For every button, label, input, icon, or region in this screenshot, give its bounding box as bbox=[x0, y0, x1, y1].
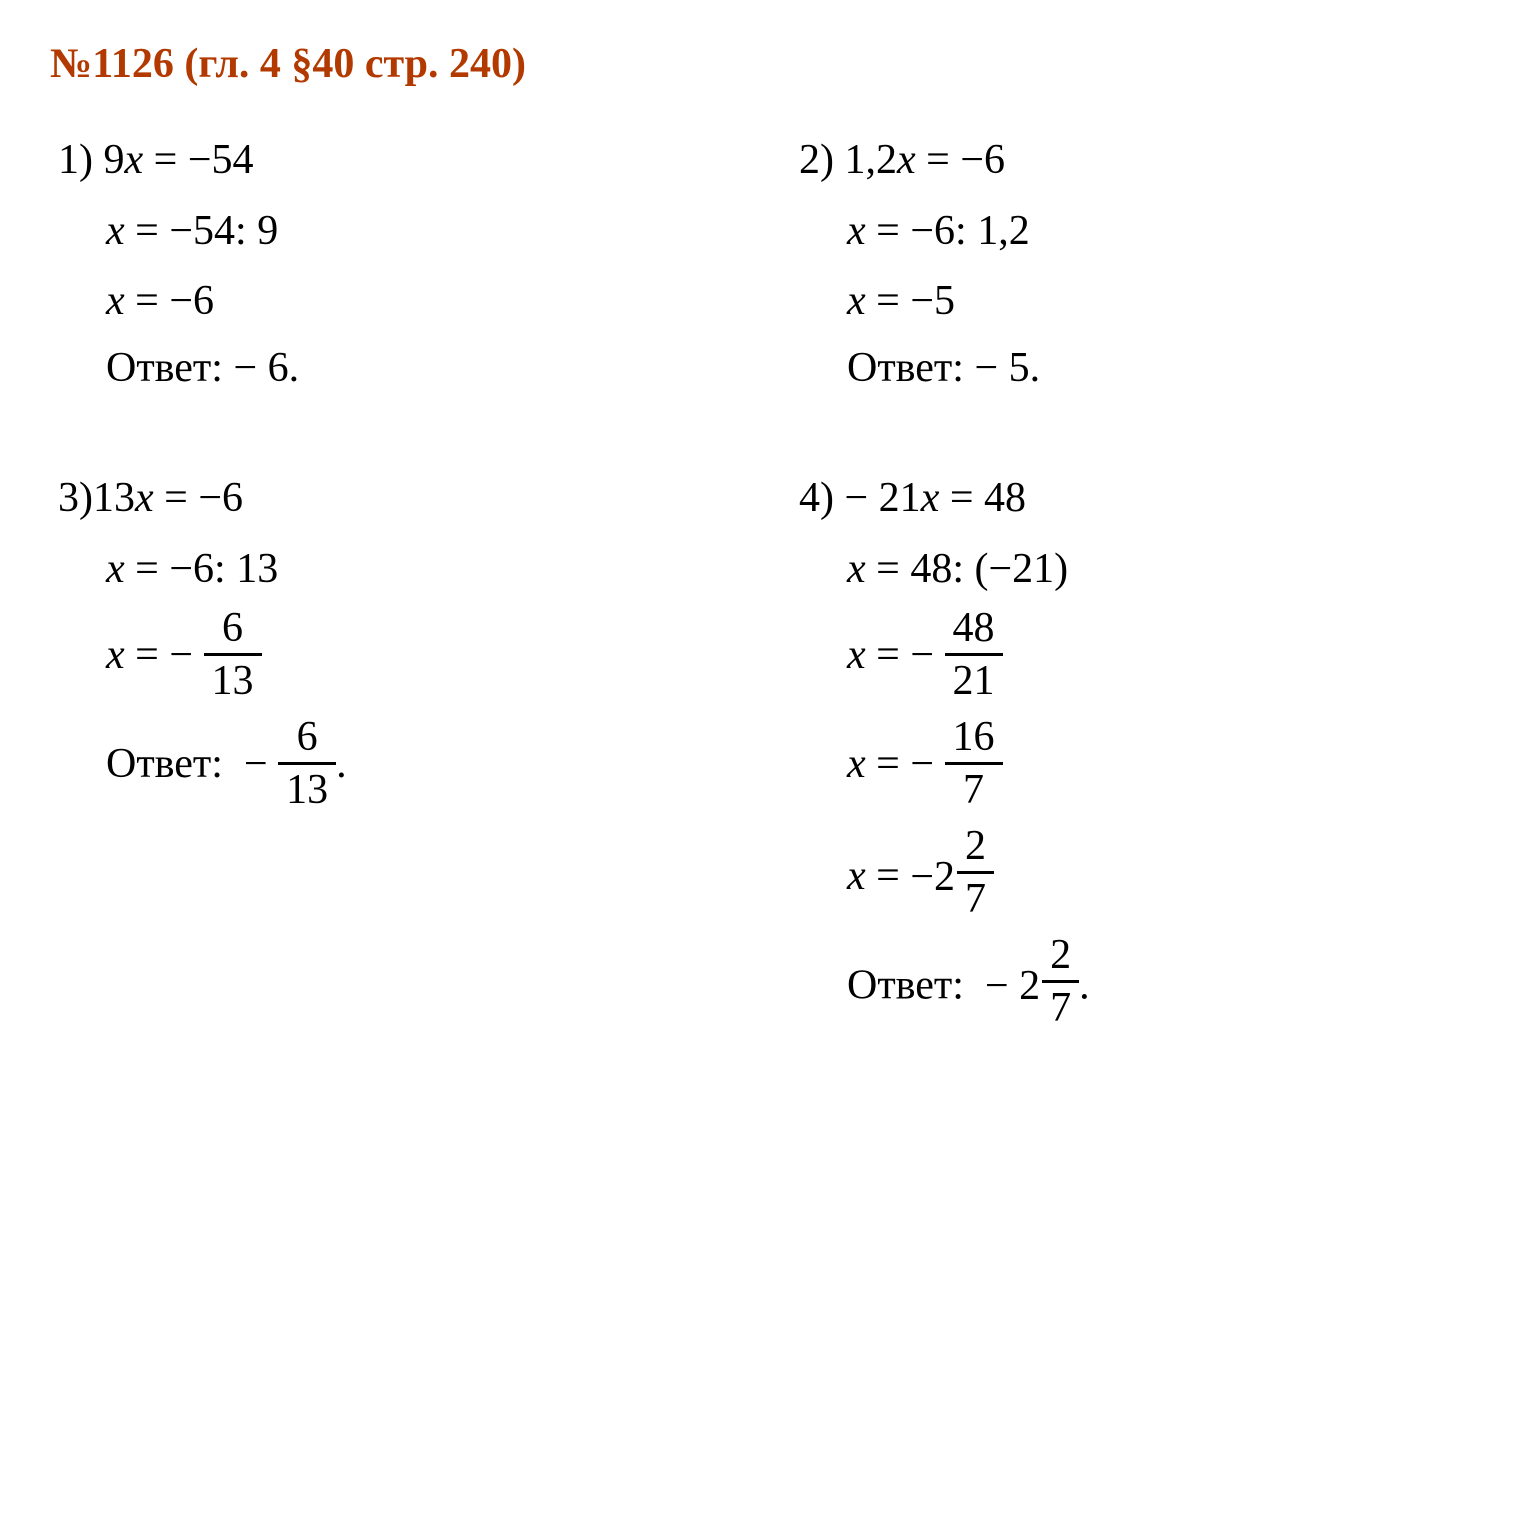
equation-line: 4) − 21x = 48 bbox=[799, 470, 1472, 527]
column-right: 2) 1,2x = −6 x = −6: 1,2 x = −5 Ответ: −… bbox=[791, 118, 1472, 1097]
numerator: 6 bbox=[204, 607, 262, 656]
denominator: 13 bbox=[204, 656, 262, 702]
step-line: x = − 16 7 bbox=[799, 720, 1472, 815]
numerator: 2 bbox=[1042, 934, 1079, 983]
step-line: x = −6 bbox=[58, 273, 731, 330]
problem-number: 2) bbox=[799, 137, 834, 183]
problem-number: 1) bbox=[58, 137, 93, 183]
denominator: 7 bbox=[957, 874, 994, 920]
answer-value: − 6. bbox=[233, 345, 299, 391]
equation-line: 3)13x = −6 bbox=[58, 470, 731, 527]
numerator: 48 bbox=[945, 607, 1003, 656]
fraction: 16 7 bbox=[945, 716, 1003, 811]
equation-text: 9x = −54 bbox=[104, 137, 254, 183]
fraction: 48 21 bbox=[945, 607, 1003, 702]
answer-value: − 5. bbox=[974, 345, 1040, 391]
answer-line: Ответ: − 6 13 . bbox=[58, 720, 731, 815]
step-line: x = − 48 21 bbox=[799, 611, 1472, 706]
problem-number: 4) bbox=[799, 475, 834, 521]
answer-label: Ответ: bbox=[106, 345, 223, 391]
problems-container: 1) 9x = −54 x = −54: 9 x = −6 Ответ: − 6… bbox=[50, 118, 1472, 1097]
fraction: 2 7 bbox=[957, 825, 994, 920]
numerator: 6 bbox=[278, 716, 336, 765]
problem-2: 2) 1,2x = −6 x = −6: 1,2 x = −5 Ответ: −… bbox=[791, 118, 1472, 406]
numerator: 2 bbox=[957, 825, 994, 874]
page-title: №1126 (гл. 4 §40 стр. 240) bbox=[50, 40, 1472, 88]
equation-line: 1) 9x = −54 bbox=[58, 132, 731, 189]
problem-3: 3)13x = −6 x = −6: 13 x = − 6 13 Ответ: … bbox=[50, 456, 731, 829]
step-line: x = 48: (−21) bbox=[799, 541, 1472, 598]
step-line: x = −54: 9 bbox=[58, 203, 731, 260]
step-line: x = −5 bbox=[799, 273, 1472, 330]
equation-text: 1,2x = −6 bbox=[845, 137, 1006, 183]
step-line: x = −6: 1,2 bbox=[799, 203, 1472, 260]
problem-1: 1) 9x = −54 x = −54: 9 x = −6 Ответ: − 6… bbox=[50, 118, 731, 406]
answer-label: Ответ: bbox=[847, 963, 964, 1009]
numerator: 16 bbox=[945, 716, 1003, 765]
answer-label: Ответ: bbox=[847, 345, 964, 391]
answer-suffix: . bbox=[1079, 963, 1090, 1009]
step-line: x = − 6 13 bbox=[58, 611, 731, 706]
denominator: 7 bbox=[945, 765, 1003, 811]
problem-number: 3) bbox=[58, 475, 93, 521]
answer-line: Ответ: − 2 2 7 . bbox=[799, 938, 1472, 1033]
denominator: 21 bbox=[945, 656, 1003, 702]
answer-line: Ответ: − 5. bbox=[799, 344, 1472, 392]
fraction: 2 7 bbox=[1042, 934, 1079, 1029]
fraction: 6 13 bbox=[204, 607, 262, 702]
equation-text: 13x = −6 bbox=[93, 475, 243, 521]
step-line: x = −6: 13 bbox=[58, 541, 731, 598]
answer-suffix: . bbox=[336, 742, 347, 788]
column-left: 1) 9x = −54 x = −54: 9 x = −6 Ответ: − 6… bbox=[50, 118, 731, 1097]
fraction: 6 13 bbox=[278, 716, 336, 811]
answer-label: Ответ: bbox=[106, 742, 223, 788]
answer-line: Ответ: − 6. bbox=[58, 344, 731, 392]
equation-text: − 21x = 48 bbox=[845, 475, 1027, 521]
denominator: 13 bbox=[278, 765, 336, 811]
equation-line: 2) 1,2x = −6 bbox=[799, 132, 1472, 189]
denominator: 7 bbox=[1042, 983, 1079, 1029]
problem-4: 4) − 21x = 48 x = 48: (−21) x = − 48 21 … bbox=[791, 456, 1472, 1047]
step-line: x = −2 2 7 bbox=[799, 829, 1472, 924]
